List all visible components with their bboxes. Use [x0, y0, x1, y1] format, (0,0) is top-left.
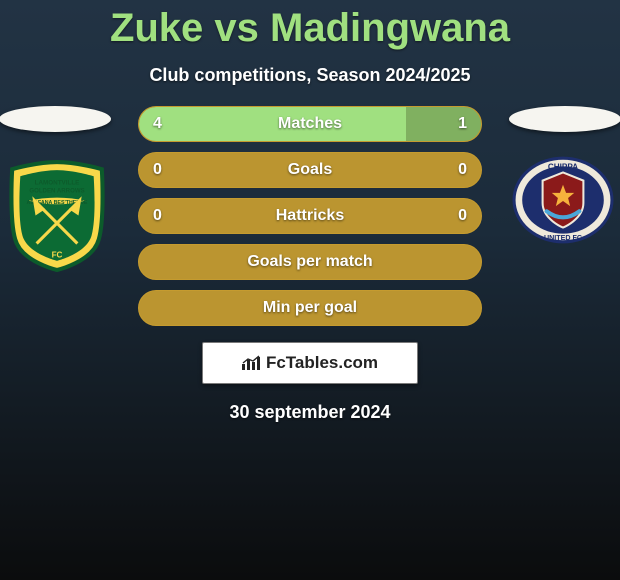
svg-text:FC: FC — [52, 251, 63, 260]
stat-value-right: 0 — [458, 207, 467, 225]
stat-label: Hattricks — [139, 207, 481, 225]
stat-value-right: 1 — [458, 115, 467, 133]
stat-row-hattricks: Hattricks0 0 — [138, 198, 482, 234]
golden-arrows-badge-icon: LAMONTVILLE GOLDEN ARROWS ABAFANA BES'TH… — [6, 160, 108, 272]
stat-label: Min per goal — [139, 299, 481, 317]
stat-row-min-per-goal: Min per goal — [138, 290, 482, 326]
player-photo-placeholder-right — [509, 106, 620, 132]
subtitle: Club competitions, Season 2024/2025 — [0, 65, 620, 86]
svg-text:UNITED FC: UNITED FC — [544, 234, 582, 242]
page-title: Zuke vs Madingwana — [0, 0, 620, 51]
stat-label: Goals — [139, 161, 481, 179]
chippa-united-badge-icon: CHIPPA UNITED FC — [512, 156, 614, 244]
stat-value-right: 0 — [458, 161, 467, 179]
fctables-label: FcTables.com — [266, 353, 378, 373]
stat-row-goals: Goals0 0 — [138, 152, 482, 188]
fctables-watermark: FcTables.com — [202, 342, 418, 384]
stat-row-matches: Matches41 — [138, 106, 482, 142]
stat-value-left: 0 — [153, 161, 162, 179]
svg-text:CHIPPA: CHIPPA — [548, 162, 578, 171]
right-player-side: CHIPPA UNITED FC — [488, 106, 618, 244]
comparison-layout: LAMONTVILLE GOLDEN ARROWS ABAFANA BES'TH… — [0, 106, 620, 336]
stat-row-goals-per-match: Goals per match — [138, 244, 482, 280]
svg-text:GOLDEN ARROWS: GOLDEN ARROWS — [29, 188, 84, 195]
player-photo-placeholder-left — [0, 106, 111, 132]
stat-value-left: 4 — [153, 115, 162, 133]
bars-icon — [242, 355, 262, 371]
date-label: 30 september 2024 — [0, 402, 620, 423]
svg-text:LAMONTVILLE: LAMONTVILLE — [35, 179, 80, 186]
stat-bar-right — [406, 107, 481, 141]
stat-bar-left — [139, 107, 406, 141]
stats-center: Matches41Goals00Hattricks00Goals per mat… — [132, 106, 488, 336]
stat-label: Goals per match — [139, 253, 481, 271]
left-player-side: LAMONTVILLE GOLDEN ARROWS ABAFANA BES'TH… — [2, 106, 132, 272]
stat-value-left: 0 — [153, 207, 162, 225]
